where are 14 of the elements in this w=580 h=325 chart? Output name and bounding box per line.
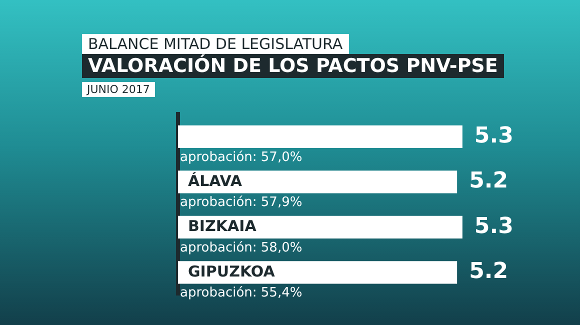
chart-title: BALANCE MITAD DE LEGISLATURA	[82, 34, 349, 54]
data-label: 5.2	[469, 168, 508, 194]
annotation: aprobación: 57,0%	[180, 150, 302, 165]
data-label: 5.3	[474, 214, 514, 239]
data-label: 5.2	[469, 259, 508, 284]
annotation: aprobación: 58,0%	[180, 240, 302, 256]
data-label: 5.3	[474, 123, 514, 148]
annotation: aprobación: 55,4%	[180, 286, 302, 301]
y-tick-label: GIPUZKOA	[188, 262, 276, 280]
y-tick-label: BIZKAIA	[188, 217, 257, 236]
y-tick-label: ÁLAVA	[188, 172, 242, 190]
annotation: aprobación: 57,9%	[180, 195, 302, 210]
text: JUNIO 2017	[82, 82, 155, 97]
chart-subtitle: VALORACIÓN DE LOS PACTOS PNV-PSE	[82, 54, 504, 78]
